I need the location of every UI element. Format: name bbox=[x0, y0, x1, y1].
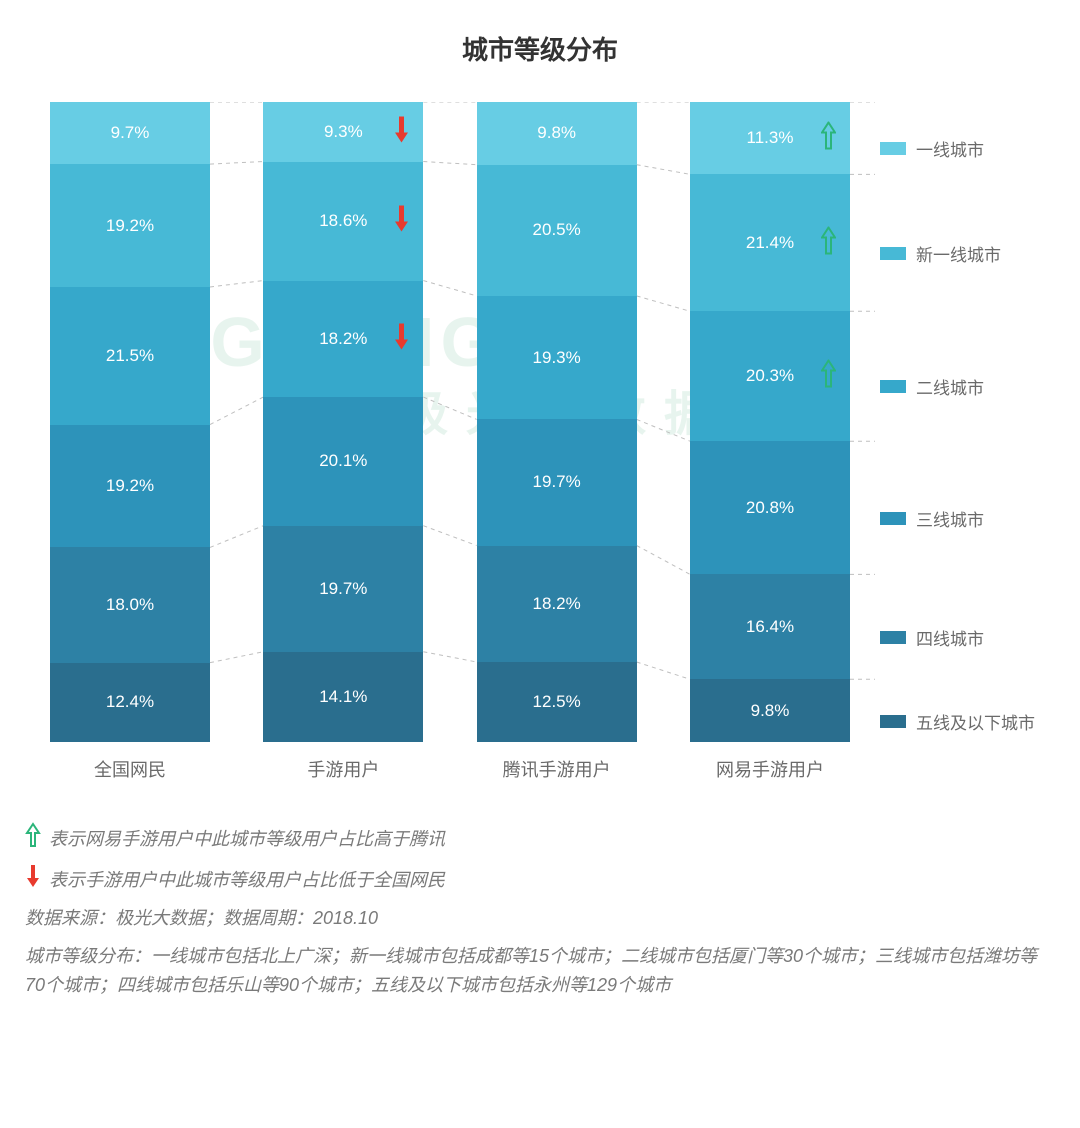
arrow-up-icon bbox=[25, 822, 41, 853]
segment-value-label: 9.8% bbox=[751, 701, 790, 721]
bar-segment: 12.4% bbox=[50, 663, 210, 742]
arrow-up-icon bbox=[821, 226, 836, 259]
legend-item: 四线城市 bbox=[880, 625, 984, 650]
bar-segment: 20.3% bbox=[690, 311, 850, 441]
x-axis-label: 腾讯手游用户 bbox=[477, 752, 637, 782]
legend-label: 四线城市 bbox=[916, 625, 984, 650]
legend-label: 三线城市 bbox=[916, 506, 984, 531]
legend-label: 二线城市 bbox=[916, 374, 984, 399]
arrow-down-icon bbox=[25, 863, 41, 894]
bar-segment: 18.0% bbox=[50, 547, 210, 662]
arrow-up-icon bbox=[821, 122, 836, 155]
arrow-down-icon bbox=[394, 322, 409, 355]
segment-value-label: 20.8% bbox=[746, 498, 794, 518]
footnote-up: 表示网易手游用户中此城市等级用户占比高于腾讯 bbox=[25, 822, 1055, 853]
bar-segment: 18.2% bbox=[477, 546, 637, 662]
segment-value-label: 19.7% bbox=[319, 579, 367, 599]
segment-value-label: 11.3% bbox=[747, 128, 794, 148]
bar-segment: 20.8% bbox=[690, 441, 850, 574]
segment-value-label: 14.1% bbox=[319, 687, 367, 707]
segment-value-label: 19.2% bbox=[106, 216, 154, 236]
segment-value-label: 21.5% bbox=[106, 346, 154, 366]
segment-value-label: 18.2% bbox=[533, 594, 581, 614]
segment-value-label: 16.4% bbox=[746, 617, 794, 637]
segment-value-label: 19.2% bbox=[106, 476, 154, 496]
segment-value-label: 9.7% bbox=[111, 123, 150, 143]
bar-segment: 9.3% bbox=[263, 102, 423, 162]
segment-value-label: 20.1% bbox=[319, 451, 367, 471]
footnote-down-text: 表示手游用户中此城市等级用户占比低于全国网民 bbox=[49, 866, 445, 892]
bar-column: 9.3% 18.6% 18.2% 20.1% 19.7% 14.1% bbox=[263, 102, 423, 742]
bar-segment: 9.7% bbox=[50, 102, 210, 164]
legend-swatch bbox=[880, 142, 906, 155]
bar-segment: 9.8% bbox=[477, 102, 637, 165]
segment-value-label: 19.7% bbox=[533, 472, 581, 492]
bar-stack: 9.7% 19.2% 21.5% 19.2% 18.0% 12.4% bbox=[50, 102, 210, 742]
bar-column: 9.8% 20.5% 19.3% 19.7% 18.2% 12.5% bbox=[477, 102, 637, 742]
legend-item: 五线及以下城市 bbox=[880, 709, 1035, 734]
arrow-up-icon bbox=[821, 360, 836, 393]
arrow-down-icon bbox=[394, 205, 409, 238]
x-axis-label: 手游用户 bbox=[263, 752, 423, 782]
legend-label: 五线及以下城市 bbox=[916, 709, 1035, 734]
bar-segment: 11.3% bbox=[690, 102, 850, 174]
segment-value-label: 20.5% bbox=[533, 220, 581, 240]
segment-value-label: 20.3% bbox=[746, 366, 794, 386]
segment-value-label: 9.8% bbox=[537, 123, 576, 143]
legend-item: 一线城市 bbox=[880, 136, 984, 161]
legend-item: 新一线城市 bbox=[880, 241, 1001, 266]
segment-value-label: 9.3% bbox=[324, 122, 363, 142]
bar-segment: 19.7% bbox=[263, 526, 423, 652]
x-axis-label: 全国网民 bbox=[50, 752, 210, 782]
bar-stack: 9.8% 20.5% 19.3% 19.7% 18.2% 12.5% bbox=[477, 102, 637, 742]
bar-column: 11.3% 21.4% 20.3% 20.8% 16.4% 9.8% bbox=[690, 102, 850, 742]
bar-segment: 16.4% bbox=[690, 574, 850, 679]
legend-label: 新一线城市 bbox=[916, 241, 1001, 266]
bar-segment: 19.7% bbox=[477, 419, 637, 545]
source-line: 数据来源：极光大数据；数据周期：2018.10 bbox=[25, 904, 1055, 930]
segment-value-label: 19.3% bbox=[533, 348, 581, 368]
x-axis-label: 网易手游用户 bbox=[690, 752, 850, 782]
bar-segment: 14.1% bbox=[263, 652, 423, 742]
x-axis-labels: 全国网民 手游用户 腾讯手游用户 网易手游用户 bbox=[50, 752, 850, 782]
definition-text: 城市等级分布：一线城市包括北上广深；新一线城市包括成都等15个城市；二线城市包括… bbox=[25, 942, 1055, 1000]
legend-swatch bbox=[880, 512, 906, 525]
legend-item: 二线城市 bbox=[880, 374, 984, 399]
bars-area: 9.7% 19.2% 21.5% 19.2% 18.0% 12.4% 9.3% 18.6% 18… bbox=[50, 102, 850, 742]
legend-label: 一线城市 bbox=[916, 136, 984, 161]
footnote-up-text: 表示网易手游用户中此城市等级用户占比高于腾讯 bbox=[49, 825, 445, 851]
bar-segment: 19.2% bbox=[50, 164, 210, 287]
footnote-down: 表示手游用户中此城市等级用户占比低于全国网民 bbox=[25, 863, 1055, 894]
chart-title: 城市等级分布 bbox=[20, 30, 1060, 67]
segment-value-label: 12.4% bbox=[106, 692, 154, 712]
bar-segment: 20.1% bbox=[263, 397, 423, 526]
segment-value-label: 18.2% bbox=[319, 329, 367, 349]
legend-swatch bbox=[880, 247, 906, 260]
bar-segment: 19.2% bbox=[50, 425, 210, 548]
bar-segment: 21.5% bbox=[50, 287, 210, 425]
legend-swatch bbox=[880, 380, 906, 393]
bar-segment: 19.3% bbox=[477, 296, 637, 420]
bar-stack: 11.3% 21.4% 20.3% 20.8% 16.4% 9.8% bbox=[690, 102, 850, 742]
segment-value-label: 18.6% bbox=[319, 211, 367, 231]
bar-segment: 18.6% bbox=[263, 162, 423, 281]
bar-segment: 21.4% bbox=[690, 174, 850, 311]
bar-segment: 12.5% bbox=[477, 662, 637, 742]
legend-item: 三线城市 bbox=[880, 506, 984, 531]
arrow-down-icon bbox=[394, 115, 409, 148]
segment-value-label: 18.0% bbox=[106, 595, 154, 615]
chart-container: JIGUANG 极光大数据 9.7%19.2%21.5%19.2%18.0%12… bbox=[20, 102, 1060, 782]
segment-value-label: 21.4% bbox=[746, 233, 794, 253]
bar-column: 9.7% 19.2% 21.5% 19.2% 18.0% 12.4% bbox=[50, 102, 210, 742]
bar-segment: 9.8% bbox=[690, 679, 850, 742]
segment-value-label: 12.5% bbox=[533, 692, 581, 712]
legend-swatch bbox=[880, 631, 906, 644]
bar-segment: 18.2% bbox=[263, 281, 423, 397]
footnotes: 表示网易手游用户中此城市等级用户占比高于腾讯 表示手游用户中此城市等级用户占比低… bbox=[20, 822, 1060, 1000]
legend-swatch bbox=[880, 715, 906, 728]
bar-stack: 9.3% 18.6% 18.2% 20.1% 19.7% 14.1% bbox=[263, 102, 423, 742]
bar-segment: 20.5% bbox=[477, 165, 637, 296]
